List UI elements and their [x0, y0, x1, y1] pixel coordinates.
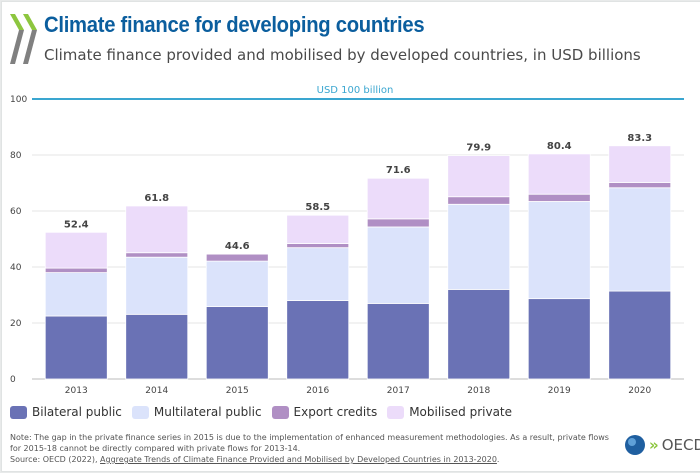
total-label: 71.6 [386, 165, 411, 176]
total-label: 44.6 [225, 241, 250, 252]
source-suffix: . [496, 455, 500, 464]
bar-segment-mobilised-private [608, 145, 672, 183]
x-tick-label: 2019 [548, 386, 571, 396]
y-tick-label: 0 [10, 375, 16, 385]
bar-segment-multilateral-public [447, 203, 511, 290]
legend: Bilateral public Multilateral public Expor… [10, 405, 512, 419]
bar-segment-bilateral-public [527, 298, 591, 380]
bar-segment-mobilised-private [447, 155, 511, 198]
source-prefix: Source: OECD (2022), [10, 455, 101, 464]
total-label: 79.9 [466, 143, 491, 154]
x-tick-label: 2017 [387, 386, 410, 396]
bar-segment-export-credits [608, 182, 672, 189]
x-tick-label: 2013 [65, 386, 88, 396]
oecd-chevron-logo-icon [10, 14, 37, 64]
legend-label: Mobilised private [409, 405, 513, 419]
bar-segment-mobilised-private [286, 214, 350, 244]
x-tick-label: 2016 [306, 386, 329, 396]
bar-segment-bilateral-public [125, 313, 189, 380]
bar-segment-export-credits [286, 243, 350, 249]
y-tick-label: 40 [10, 263, 22, 273]
bar-segment-bilateral-public [205, 306, 269, 380]
source-link[interactable]: Aggregate Trends of Climate Finance Prov… [100, 455, 497, 464]
legend-item[interactable]: Multilateral public [131, 405, 262, 419]
total-label: 58.5 [305, 202, 330, 213]
legend-label: Export credits [293, 405, 378, 419]
bar-segment-multilateral-public [44, 272, 108, 317]
y-tick-label: 20 [10, 319, 22, 329]
reference-line-label: USD 100 billion [317, 85, 394, 96]
bar-segment-bilateral-public [608, 290, 672, 380]
legend-label: Multilateral public [153, 405, 262, 419]
bar-segment-mobilised-private [44, 231, 108, 269]
bar-segment-bilateral-public [44, 315, 108, 380]
bar-segment-bilateral-public [447, 288, 511, 380]
bar-segment-multilateral-public [205, 260, 269, 307]
chart-title: Climate finance for developing countries [44, 12, 425, 37]
chevrons-icon: » [649, 436, 659, 454]
source-text: Source: OECD (2022), Aggregate Trends of… [10, 454, 610, 465]
y-tick-label: 100 [10, 95, 27, 105]
legend-swatch [131, 405, 149, 419]
legend-item[interactable]: Mobilised private [387, 405, 512, 419]
bar-segment-multilateral-public [125, 256, 189, 315]
bar-segment-export-credits [447, 196, 511, 205]
x-tick-label: 2015 [226, 386, 249, 396]
bar-segment-mobilised-private [527, 153, 591, 195]
x-tick-label: 2014 [145, 386, 168, 396]
bar-segment-export-credits [44, 267, 108, 273]
y-tick-label: 60 [10, 207, 22, 217]
bar-segment-multilateral-public [286, 247, 350, 301]
total-label: 52.4 [64, 219, 89, 230]
bar-segment-export-credits [366, 218, 430, 228]
bar-segment-export-credits [125, 252, 189, 258]
total-label: 83.3 [627, 133, 652, 144]
x-tick-label: 2018 [467, 386, 490, 396]
total-label: 80.4 [547, 141, 572, 152]
bar-segment-export-credits [205, 253, 269, 262]
bar-segment-multilateral-public [366, 226, 430, 304]
total-label: 61.8 [144, 193, 169, 204]
bar-segment-export-credits [527, 193, 591, 202]
logo-text: OECD [661, 436, 700, 454]
bar-segment-multilateral-public [608, 187, 672, 292]
legend-swatch [10, 405, 27, 419]
stacked-bar-chart: 0 20 40 60 80 100 USD 100 billion 52.4 2013 61.8 2… [10, 85, 684, 396]
oecd-logo: » OECD [624, 434, 700, 456]
footnote: Note: The gap in the private finance ser… [10, 432, 610, 465]
y-tick-label: 80 [10, 151, 22, 161]
legend-label: Bilateral public [32, 405, 122, 419]
chart-subtitle: Climate finance provided and mobilised b… [44, 46, 641, 64]
legend-item[interactable]: Export credits [271, 405, 378, 419]
note-text: Note: The gap in the private finance ser… [10, 433, 609, 453]
legend-swatch [387, 405, 405, 419]
legend-swatch [271, 405, 289, 419]
bar-segment-mobilised-private [125, 205, 189, 254]
bar-segment-mobilised-private [366, 177, 430, 220]
legend-item[interactable]: Bilateral public [10, 405, 122, 419]
bar-segment-bilateral-public [366, 302, 430, 380]
globe-icon [625, 435, 645, 455]
x-tick-label: 2020 [628, 386, 651, 396]
bar-segment-bilateral-public [286, 300, 350, 380]
bar-segment-multilateral-public [527, 201, 591, 300]
